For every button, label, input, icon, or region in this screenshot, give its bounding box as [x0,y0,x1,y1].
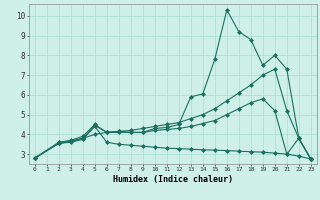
X-axis label: Humidex (Indice chaleur): Humidex (Indice chaleur) [113,175,233,184]
